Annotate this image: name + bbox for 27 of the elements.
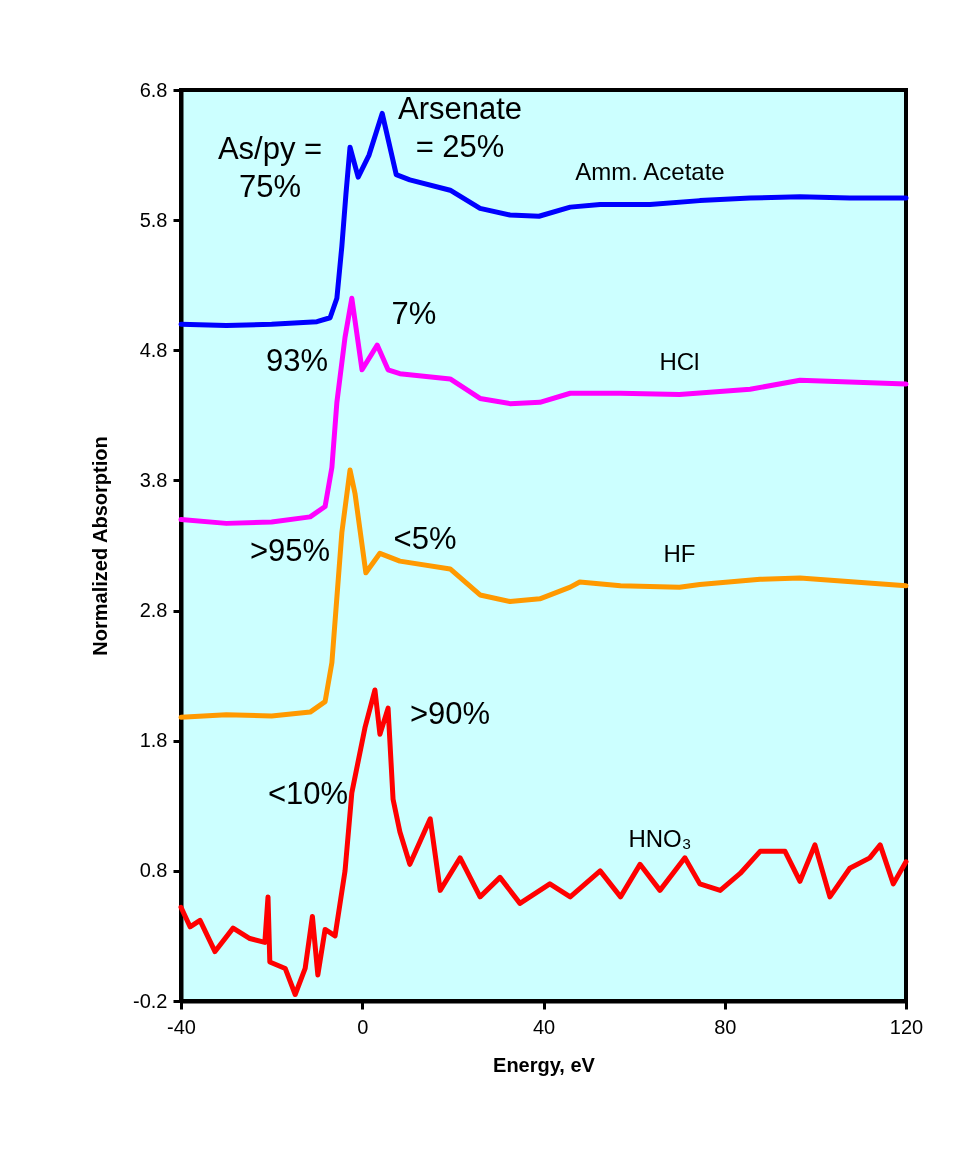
x-tick-label: 120	[889, 1015, 924, 1038]
annotation: Arsenate = 25%	[397, 91, 523, 164]
annotation: >90%	[409, 696, 491, 731]
series-label: Amm. Acetate	[575, 157, 725, 185]
annotation: 7%	[391, 296, 437, 331]
annotation: <5%	[393, 521, 457, 556]
y-axis-title: Normalized Absorption	[89, 436, 112, 656]
annotation: <10%	[267, 776, 349, 811]
annotation: >95%	[249, 533, 331, 568]
x-tick-label: 80	[714, 1015, 737, 1038]
x-tick-label: 40	[532, 1015, 556, 1038]
y-tick-label: 2.8	[139, 599, 168, 622]
x-axis-title: Energy, eV	[493, 1053, 596, 1076]
y-tick-label: 0.8	[139, 859, 168, 882]
x-tick-label: -40	[167, 1015, 196, 1038]
annotation: 93%	[265, 343, 329, 378]
series-label: HNO₃	[628, 825, 692, 853]
y-tick-label: 1.8	[139, 729, 168, 752]
y-tick-label: 4.8	[139, 338, 168, 361]
series-label: HCl	[659, 347, 700, 375]
y-tick-label: 3.8	[139, 468, 168, 491]
annotation: As/py = 75%	[217, 131, 323, 204]
y-tick-label: 6.8	[139, 78, 168, 101]
y-tick-label: -0.2	[133, 989, 168, 1012]
x-tick-label: 0	[357, 1015, 369, 1038]
series-label: HF	[663, 540, 696, 568]
y-tick-label: 5.8	[139, 208, 168, 231]
